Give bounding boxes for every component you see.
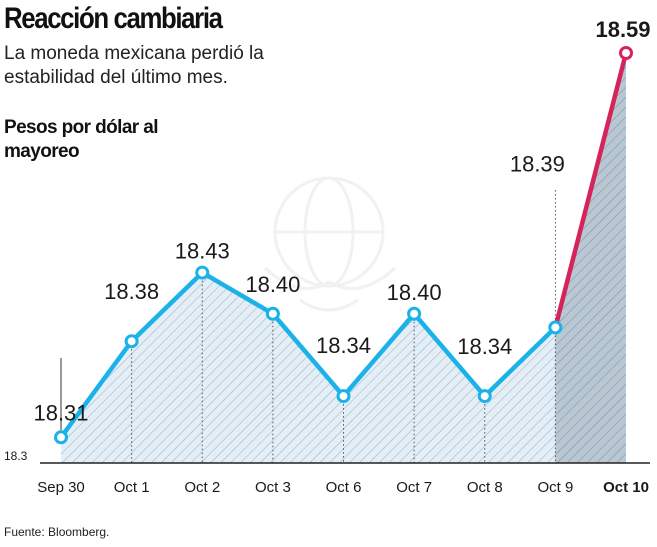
data-point: [548, 320, 563, 335]
x-tick-label: Oct 9: [537, 479, 573, 496]
data-label: 18.39: [510, 151, 565, 176]
chart-title: Reacción cambiaria: [4, 2, 223, 35]
data-label: 18.40: [387, 280, 442, 305]
x-tick-label: Oct 7: [396, 479, 432, 496]
data-label: 18.40: [245, 272, 300, 297]
x-tick-label: Oct 8: [467, 479, 503, 496]
y-axis-min-label: 18.3: [4, 449, 28, 463]
data-label: 18.34: [457, 334, 512, 359]
data-point: [336, 389, 351, 404]
chart-x-ticks: Sep 30 Oct 1 Oct 2 Oct 3 Oct 6 Oct 7 Oct 8 Oct …: [37, 479, 649, 496]
chart-lines: [58, 50, 629, 440]
area-fill-highlight: [555, 53, 626, 463]
chart-guides: [60, 188, 556, 463]
data-label: 18.59: [595, 17, 650, 42]
data-point: [477, 389, 492, 404]
data-point: [619, 46, 633, 60]
data-point: [407, 306, 422, 321]
series-line-highlight: [553, 50, 629, 330]
data-label: 18.34: [316, 333, 371, 358]
data-point: [265, 306, 280, 321]
chart-subtitle: La moneda mexicana perdió la estabilidad…: [4, 43, 264, 88]
x-tick-label: Sep 30: [37, 479, 85, 496]
chart-value-labels: 18.31 18.38 18.43 18.40 18.34 18.40 18.34 18.39…: [33, 17, 650, 425]
data-point: [195, 265, 210, 280]
data-label: 18.43: [175, 239, 230, 264]
x-tick-label: Oct 10: [603, 479, 649, 496]
watermark-emblem-icon: [263, 176, 397, 312]
series-line: [58, 270, 558, 440]
data-label: 18.38: [104, 279, 159, 304]
data-label: 18.31: [33, 400, 88, 425]
x-tick-label: Oct 2: [184, 479, 220, 496]
area-fill-main: [61, 272, 556, 463]
chart-area: [61, 53, 626, 463]
chart-points: [54, 46, 633, 445]
data-point: [124, 334, 139, 349]
x-tick-label: Oct 6: [326, 479, 362, 496]
x-tick-label: Oct 3: [255, 479, 291, 496]
data-point: [54, 430, 68, 445]
source-note: Fuente: Bloomberg.: [4, 525, 110, 539]
units-label: Pesos por dólar al mayoreo: [4, 117, 159, 162]
x-tick-label: Oct 1: [114, 479, 150, 496]
